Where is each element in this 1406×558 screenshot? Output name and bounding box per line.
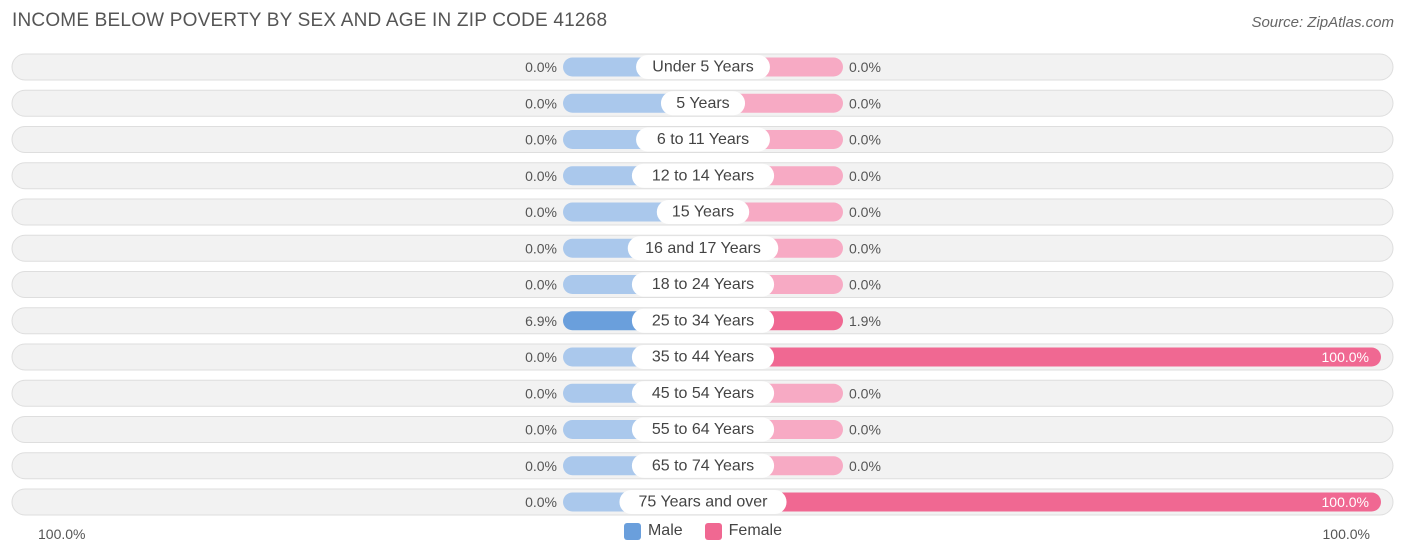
category-label-pill bbox=[631, 272, 775, 297]
data-label-male: 0.0% bbox=[525, 458, 557, 474]
category-label-pill bbox=[660, 91, 746, 116]
category-label-pill bbox=[631, 163, 775, 188]
data-label-male: 0.0% bbox=[525, 277, 557, 293]
bar-female bbox=[703, 492, 1381, 512]
data-label-male: 0.0% bbox=[525, 95, 557, 111]
legend-item-male: Male bbox=[623, 522, 683, 540]
chart-canvas: 0.0% 0.0% Under 5 Years 0.0% 0.0% 5 Years 0.0%… bbox=[11, 53, 1394, 516]
category-label: 35 to 44 Years bbox=[652, 349, 754, 366]
category-label-pill bbox=[631, 308, 775, 333]
category-label: 65 to 74 Years bbox=[652, 457, 754, 474]
data-label-female: 0.0% bbox=[849, 240, 881, 256]
data-label-male: 0.0% bbox=[525, 494, 557, 510]
category-label: 15 Years bbox=[672, 204, 734, 221]
data-label-male: 0.0% bbox=[525, 59, 557, 75]
legend-swatch-female bbox=[704, 522, 722, 540]
category-label-pill bbox=[631, 381, 775, 406]
bar-female bbox=[703, 347, 1381, 367]
data-label-female: 0.0% bbox=[849, 168, 881, 184]
data-label-female: 0.0% bbox=[849, 385, 881, 401]
data-label-male: 0.0% bbox=[525, 204, 557, 220]
data-label-male: 0.0% bbox=[525, 385, 557, 401]
data-label-male: 0.0% bbox=[525, 422, 557, 438]
data-label-female: 0.0% bbox=[849, 132, 881, 148]
data-label-male: 0.0% bbox=[525, 349, 557, 365]
category-label: 75 Years and over bbox=[639, 494, 769, 511]
legend: Male Female bbox=[0, 522, 1406, 540]
category-label: 12 to 14 Years bbox=[652, 167, 754, 184]
category-label: 45 to 54 Years bbox=[652, 385, 754, 402]
chart-title: INCOME BELOW POVERTY BY SEX AND AGE IN Z… bbox=[12, 10, 608, 31]
data-label-male: 0.0% bbox=[525, 132, 557, 148]
category-label: 55 to 64 Years bbox=[652, 421, 754, 438]
category-label: 25 to 34 Years bbox=[652, 312, 754, 329]
legend-swatch-male bbox=[623, 522, 641, 540]
data-label-female: 0.0% bbox=[849, 422, 881, 438]
data-label-female: 100.0% bbox=[1322, 494, 1369, 510]
category-label: 5 Years bbox=[676, 95, 729, 112]
category-label: 16 and 17 Years bbox=[645, 240, 761, 257]
data-label-female: 0.0% bbox=[849, 59, 881, 75]
legend-label-male: Male bbox=[647, 522, 683, 539]
data-label-female: 0.0% bbox=[849, 204, 881, 220]
category-label-pill bbox=[627, 236, 779, 261]
category-label-pill bbox=[619, 490, 787, 514]
data-label-male: 0.0% bbox=[525, 168, 557, 184]
data-label-male: 6.9% bbox=[525, 313, 557, 329]
category-label: 6 to 11 Years bbox=[657, 131, 749, 148]
axis-label-right: 100.0% bbox=[1322, 526, 1370, 542]
category-label-pill bbox=[631, 453, 775, 478]
data-label-female: 0.0% bbox=[849, 95, 881, 111]
source-credit: Source: ZipAtlas.com bbox=[1251, 14, 1394, 31]
category-label-pill bbox=[636, 55, 770, 79]
category-label-pill bbox=[631, 417, 775, 442]
data-label-female: 1.9% bbox=[849, 313, 881, 329]
data-label-female: 0.0% bbox=[849, 458, 881, 474]
category-label-pill bbox=[636, 127, 770, 152]
axis-label-left: 100.0% bbox=[38, 526, 86, 542]
legend-item-female: Female bbox=[704, 522, 783, 540]
data-label-female: 100.0% bbox=[1322, 349, 1369, 365]
data-label-male: 0.0% bbox=[525, 240, 557, 256]
category-label: 18 to 24 Years bbox=[652, 276, 754, 293]
category-label-pill bbox=[656, 200, 750, 224]
category-label: Under 5 Years bbox=[652, 59, 753, 76]
category-label-pill bbox=[631, 345, 775, 369]
legend-label-female: Female bbox=[728, 522, 783, 539]
data-label-female: 0.0% bbox=[849, 277, 881, 293]
